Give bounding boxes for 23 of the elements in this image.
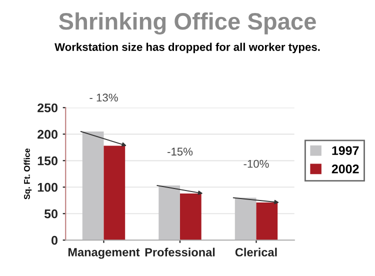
text: - 13%	[90, 94, 118, 102]
chart-title: Shrinking Office Space	[58, 12, 316, 35]
legend-label: 2002	[332, 164, 359, 174]
y-tick-label: 200	[38, 130, 58, 139]
y-tick-label: 50	[44, 209, 58, 218]
y-tick-label: 0	[52, 236, 58, 245]
bar	[158, 186, 180, 240]
annotation: -15%	[168, 148, 193, 156]
x-tick-label: Professional	[145, 248, 215, 256]
y-tick-label: 250	[38, 103, 58, 112]
y-tick-label: 100	[38, 182, 58, 192]
bar	[104, 146, 126, 240]
bar	[82, 131, 104, 240]
x-tick-label: Management	[68, 248, 140, 259]
y-tick-label: 150	[38, 156, 58, 166]
annotation: -10%	[244, 160, 269, 168]
legend-label: 1997	[332, 146, 359, 156]
y-axis-title: Sq. Ft. Office	[24, 148, 32, 200]
bar	[234, 198, 256, 240]
bar	[256, 202, 278, 240]
bar	[180, 193, 202, 240]
chart-subtitle: Workstation size has dropped for all worker types.	[54, 42, 320, 54]
x-tick-label: Clerical	[235, 248, 277, 256]
